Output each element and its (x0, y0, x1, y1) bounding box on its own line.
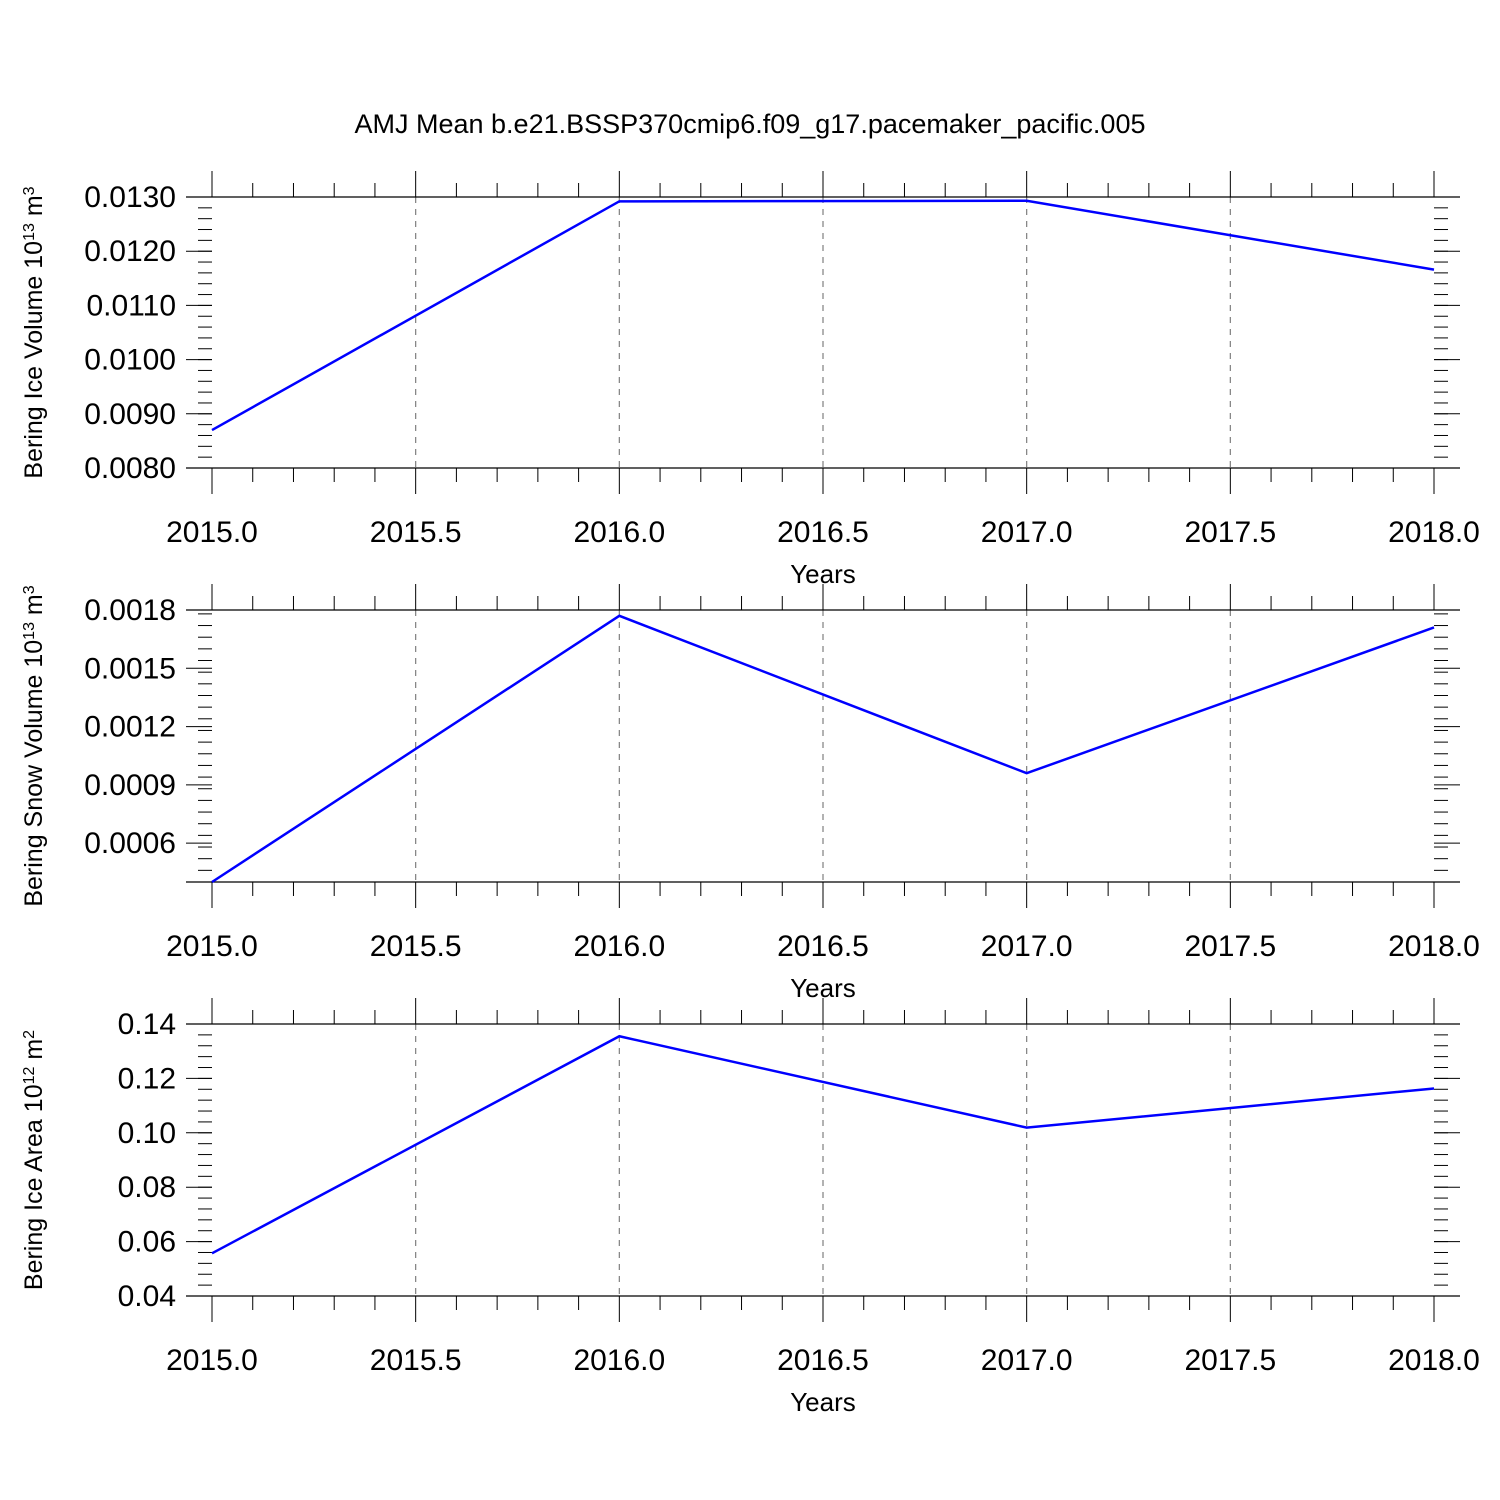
x-tick-label: 2015.5 (370, 1344, 462, 1377)
y-axis-label: Bering Ice Area 1012 m2 (20, 1030, 48, 1290)
x-tick-label: 2015.5 (370, 516, 462, 549)
y-axis-label-superscript: 12 (21, 1066, 38, 1084)
y-tick-label: 0.0012 (84, 711, 176, 744)
y-axis-label-superscript: 13 (21, 223, 38, 241)
x-tick-label: 2016.5 (777, 516, 869, 549)
y-tick-label: 0.10 (118, 1117, 176, 1150)
y-tick-label: 0.0110 (86, 289, 176, 322)
y-axis-label-part: Bering Ice Area 10 (20, 1084, 48, 1290)
x-axis-label: Years (790, 1387, 856, 1417)
x-tick-label: 2018.0 (1388, 1344, 1480, 1377)
y-tick-label: 0.0130 (84, 181, 176, 214)
y-axis-label-superscript: 13 (21, 622, 38, 640)
x-tick-label: 2017.5 (1184, 516, 1276, 549)
y-axis-label-superscript: 2 (21, 1030, 38, 1039)
y-tick-label: 0.0120 (84, 235, 176, 268)
x-tick-label: 2018.0 (1388, 516, 1480, 549)
y-axis-label-part: m (20, 195, 48, 223)
x-tick-label: 2016.0 (573, 1344, 665, 1377)
series-line (211, 614, 1435, 884)
y-tick-label: 0.06 (118, 1226, 176, 1259)
y-tick-label: 0.04 (118, 1280, 176, 1313)
panel-1: 0.0080 0.0090 0.0100 0.0110 0.0120 0.0130 2015… (20, 171, 1480, 589)
y-tick-label: 0.0009 (84, 769, 176, 802)
x-tick-label: 2015.0 (166, 1344, 258, 1377)
y-axis-label-part: Bering Snow Volume 10 (20, 640, 48, 907)
x-tick-label: 2017.0 (981, 516, 1073, 549)
y-tick-label: 0.0018 (84, 594, 176, 627)
y-axis-label-superscript: 3 (21, 186, 38, 195)
y-tick-label: 0.0090 (84, 398, 176, 431)
x-tick-label: 2016.0 (573, 930, 665, 963)
y-tick-label: 0.0006 (84, 827, 176, 860)
panels: 0.0080 0.0090 0.0100 0.0110 0.0120 0.0130 2015… (20, 171, 1480, 1417)
x-tick-label: 2017.0 (981, 1344, 1073, 1377)
y-axis-label: Bering Snow Volume 1013 m3 (20, 585, 48, 906)
x-tick-label: 2017.5 (1184, 1344, 1276, 1377)
y-tick-label: 0.08 (118, 1171, 176, 1204)
x-tick-label: 2015.5 (370, 930, 462, 963)
series-line (211, 1034, 1435, 1255)
panel-2: 0.0006 0.0009 0.0012 0.0015 0.0018 2015.0 2015… (20, 584, 1480, 1003)
x-tick-label: 2018.0 (1388, 930, 1480, 963)
y-axis-label-part: m (20, 594, 48, 622)
y-tick-label: 0.0080 (84, 452, 176, 485)
x-tick-label: 2017.5 (1184, 930, 1276, 963)
y-tick-label: 0.12 (118, 1062, 176, 1095)
x-tick-label: 2016.5 (777, 1344, 869, 1377)
panel-3: 0.04 0.06 0.08 0.10 0.12 0.14 2015.0 2015.5 2016… (20, 998, 1480, 1417)
y-tick-label: 0.14 (118, 1008, 176, 1041)
figure-title: AMJ Mean b.e21.BSSP370cmip6.f09_g17.pace… (355, 109, 1146, 139)
y-axis-label: Bering Ice Volume 1013 m3 (20, 186, 48, 478)
y-tick-label: 0.0100 (84, 344, 176, 377)
x-tick-label: 2016.5 (777, 930, 869, 963)
series-line (211, 199, 1435, 432)
y-tick-label: 0.0015 (84, 652, 176, 685)
y-axis-label-part: m (20, 1039, 48, 1067)
y-axis-label-part: Bering Ice Volume 10 (20, 241, 48, 479)
x-tick-label: 2015.0 (166, 516, 258, 549)
x-tick-label: 2015.0 (166, 930, 258, 963)
x-tick-label: 2017.0 (981, 930, 1073, 963)
y-axis-label-superscript: 3 (21, 585, 38, 594)
x-tick-label: 2016.0 (573, 516, 665, 549)
